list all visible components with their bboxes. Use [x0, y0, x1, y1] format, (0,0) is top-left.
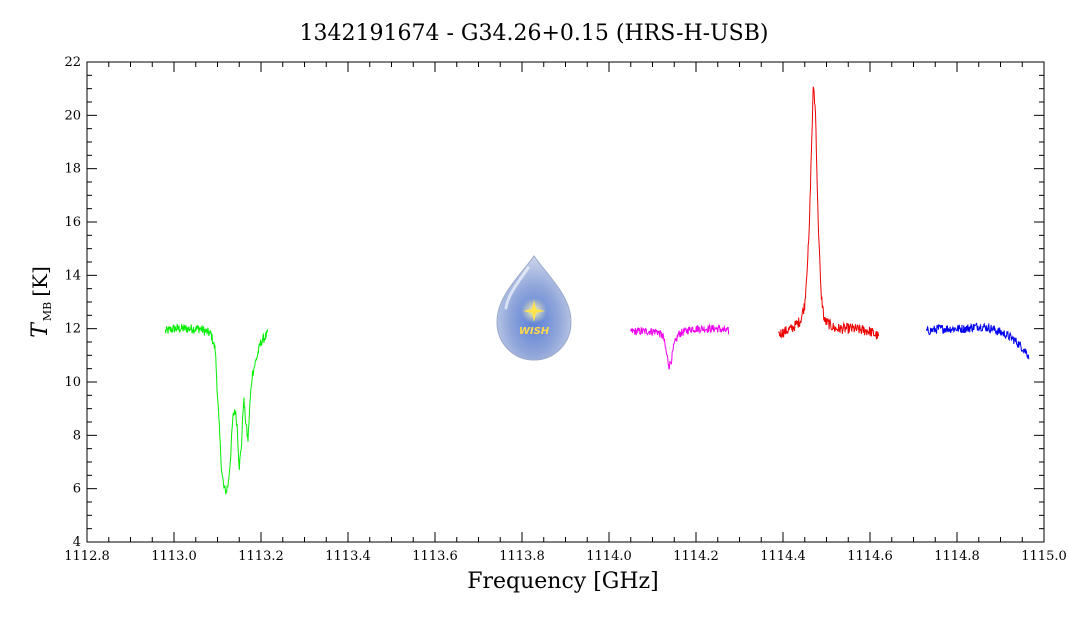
- x-tick-label: 1113.0: [151, 549, 197, 564]
- y-axis: 4 6 8 10 12 14 16 18 20 22: [64, 55, 1044, 550]
- svg-text:TMB[K]: TMB [K]: [28, 266, 54, 338]
- y-tick-label: 16: [64, 215, 81, 230]
- y-tick-label: 20: [64, 108, 81, 123]
- wish-logo: WISH: [496, 255, 572, 361]
- spectrum-series-4: [926, 322, 1030, 360]
- series-layer: [164, 86, 1030, 495]
- y-axis-label-subscript: MB: [41, 302, 54, 321]
- x-axis-label: Frequency [GHz]: [467, 569, 659, 594]
- x-tick-label: 1113.6: [412, 549, 458, 564]
- x-tick-label: 1112.8: [64, 549, 110, 564]
- x-tick-label: 1114.6: [847, 549, 893, 564]
- x-tick-label: 1113.4: [325, 549, 371, 564]
- y-axis-label: TMB [K]: [28, 266, 54, 338]
- y-axis-label-symbol: T: [28, 321, 53, 338]
- x-tick-label: 1114.4: [760, 549, 806, 564]
- spectrum-series-3: [778, 86, 880, 340]
- logo-text: WISH: [519, 326, 550, 337]
- spectrum-series-1: [164, 323, 269, 495]
- y-tick-label: 18: [64, 162, 81, 177]
- y-tick-label: 14: [64, 268, 81, 283]
- chart-title: 1342191674 - G34.26+0.15 (HRS-H-USB): [300, 21, 769, 46]
- star-icon: [523, 300, 545, 322]
- y-axis-label-unit: [K]: [28, 266, 52, 297]
- y-tick-label: 10: [64, 375, 81, 390]
- y-tick-label: 6: [73, 482, 81, 497]
- spectrum-series-2: [630, 323, 730, 370]
- y-tick-label: 8: [73, 428, 81, 443]
- y-tick-label: 12: [64, 322, 81, 337]
- x-tick-label: 1115.0: [1021, 549, 1067, 564]
- x-tick-label: 1114.8: [934, 549, 980, 564]
- y-tick-label: 4: [73, 535, 81, 550]
- x-tick-label: 1114.0: [586, 549, 632, 564]
- x-axis: 1112.8 1113.0 1113.2 1113.4 1113.6 1113.8 1114…: [64, 62, 1067, 564]
- x-tick-label: 1113.8: [499, 549, 545, 564]
- x-tick-label: 1113.2: [238, 549, 284, 564]
- x-tick-label: 1114.2: [673, 549, 719, 564]
- y-tick-label: 22: [64, 55, 81, 70]
